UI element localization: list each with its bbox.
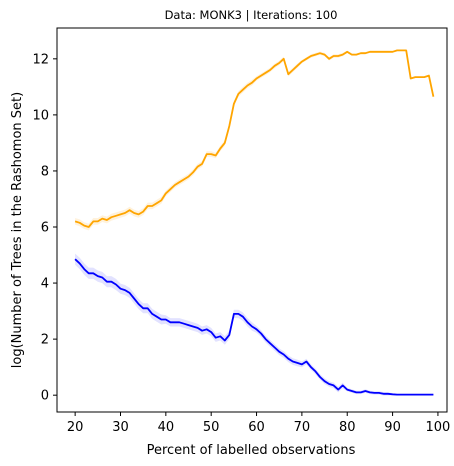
y-tick-label: 12 [32,52,49,67]
y-tick-label: 0 [41,389,49,404]
x-tick-label: 100 [426,420,451,435]
x-tick-label: 90 [384,420,401,435]
series-1-line [74,49,435,228]
plot-frame [56,27,448,413]
y-tick-label: 8 [41,164,49,179]
x-tick-label: 70 [294,420,311,435]
y-axis-ticks: 0 2 4 6 8 10 12 [32,52,57,404]
y-tick-label: 10 [32,108,49,123]
chart-title: Data: MONK3 | Iterations: 100 [165,8,338,22]
x-tick-label: 50 [203,420,220,435]
x-axis-label: Percent of labelled observations [147,443,356,458]
plot-area [56,27,448,413]
y-tick-label: 4 [41,277,49,292]
series-lines [74,49,435,396]
series-2-band [75,253,434,396]
x-tick-label: 60 [248,420,265,435]
x-axis-ticks: 20 30 40 50 60 70 80 90 100 [67,412,450,435]
series-1-band [75,49,434,231]
x-tick-label: 20 [67,420,84,435]
y-tick-label: 2 [41,333,49,348]
confidence-bands [75,49,434,396]
x-tick-label: 80 [339,420,356,435]
series-2-line [74,258,434,396]
y-axis-label: log(Number of Trees in the Rashomon Set) [10,92,25,368]
x-tick-label: 30 [112,420,129,435]
x-tick-label: 40 [158,420,175,435]
y-tick-label: 6 [41,221,49,236]
